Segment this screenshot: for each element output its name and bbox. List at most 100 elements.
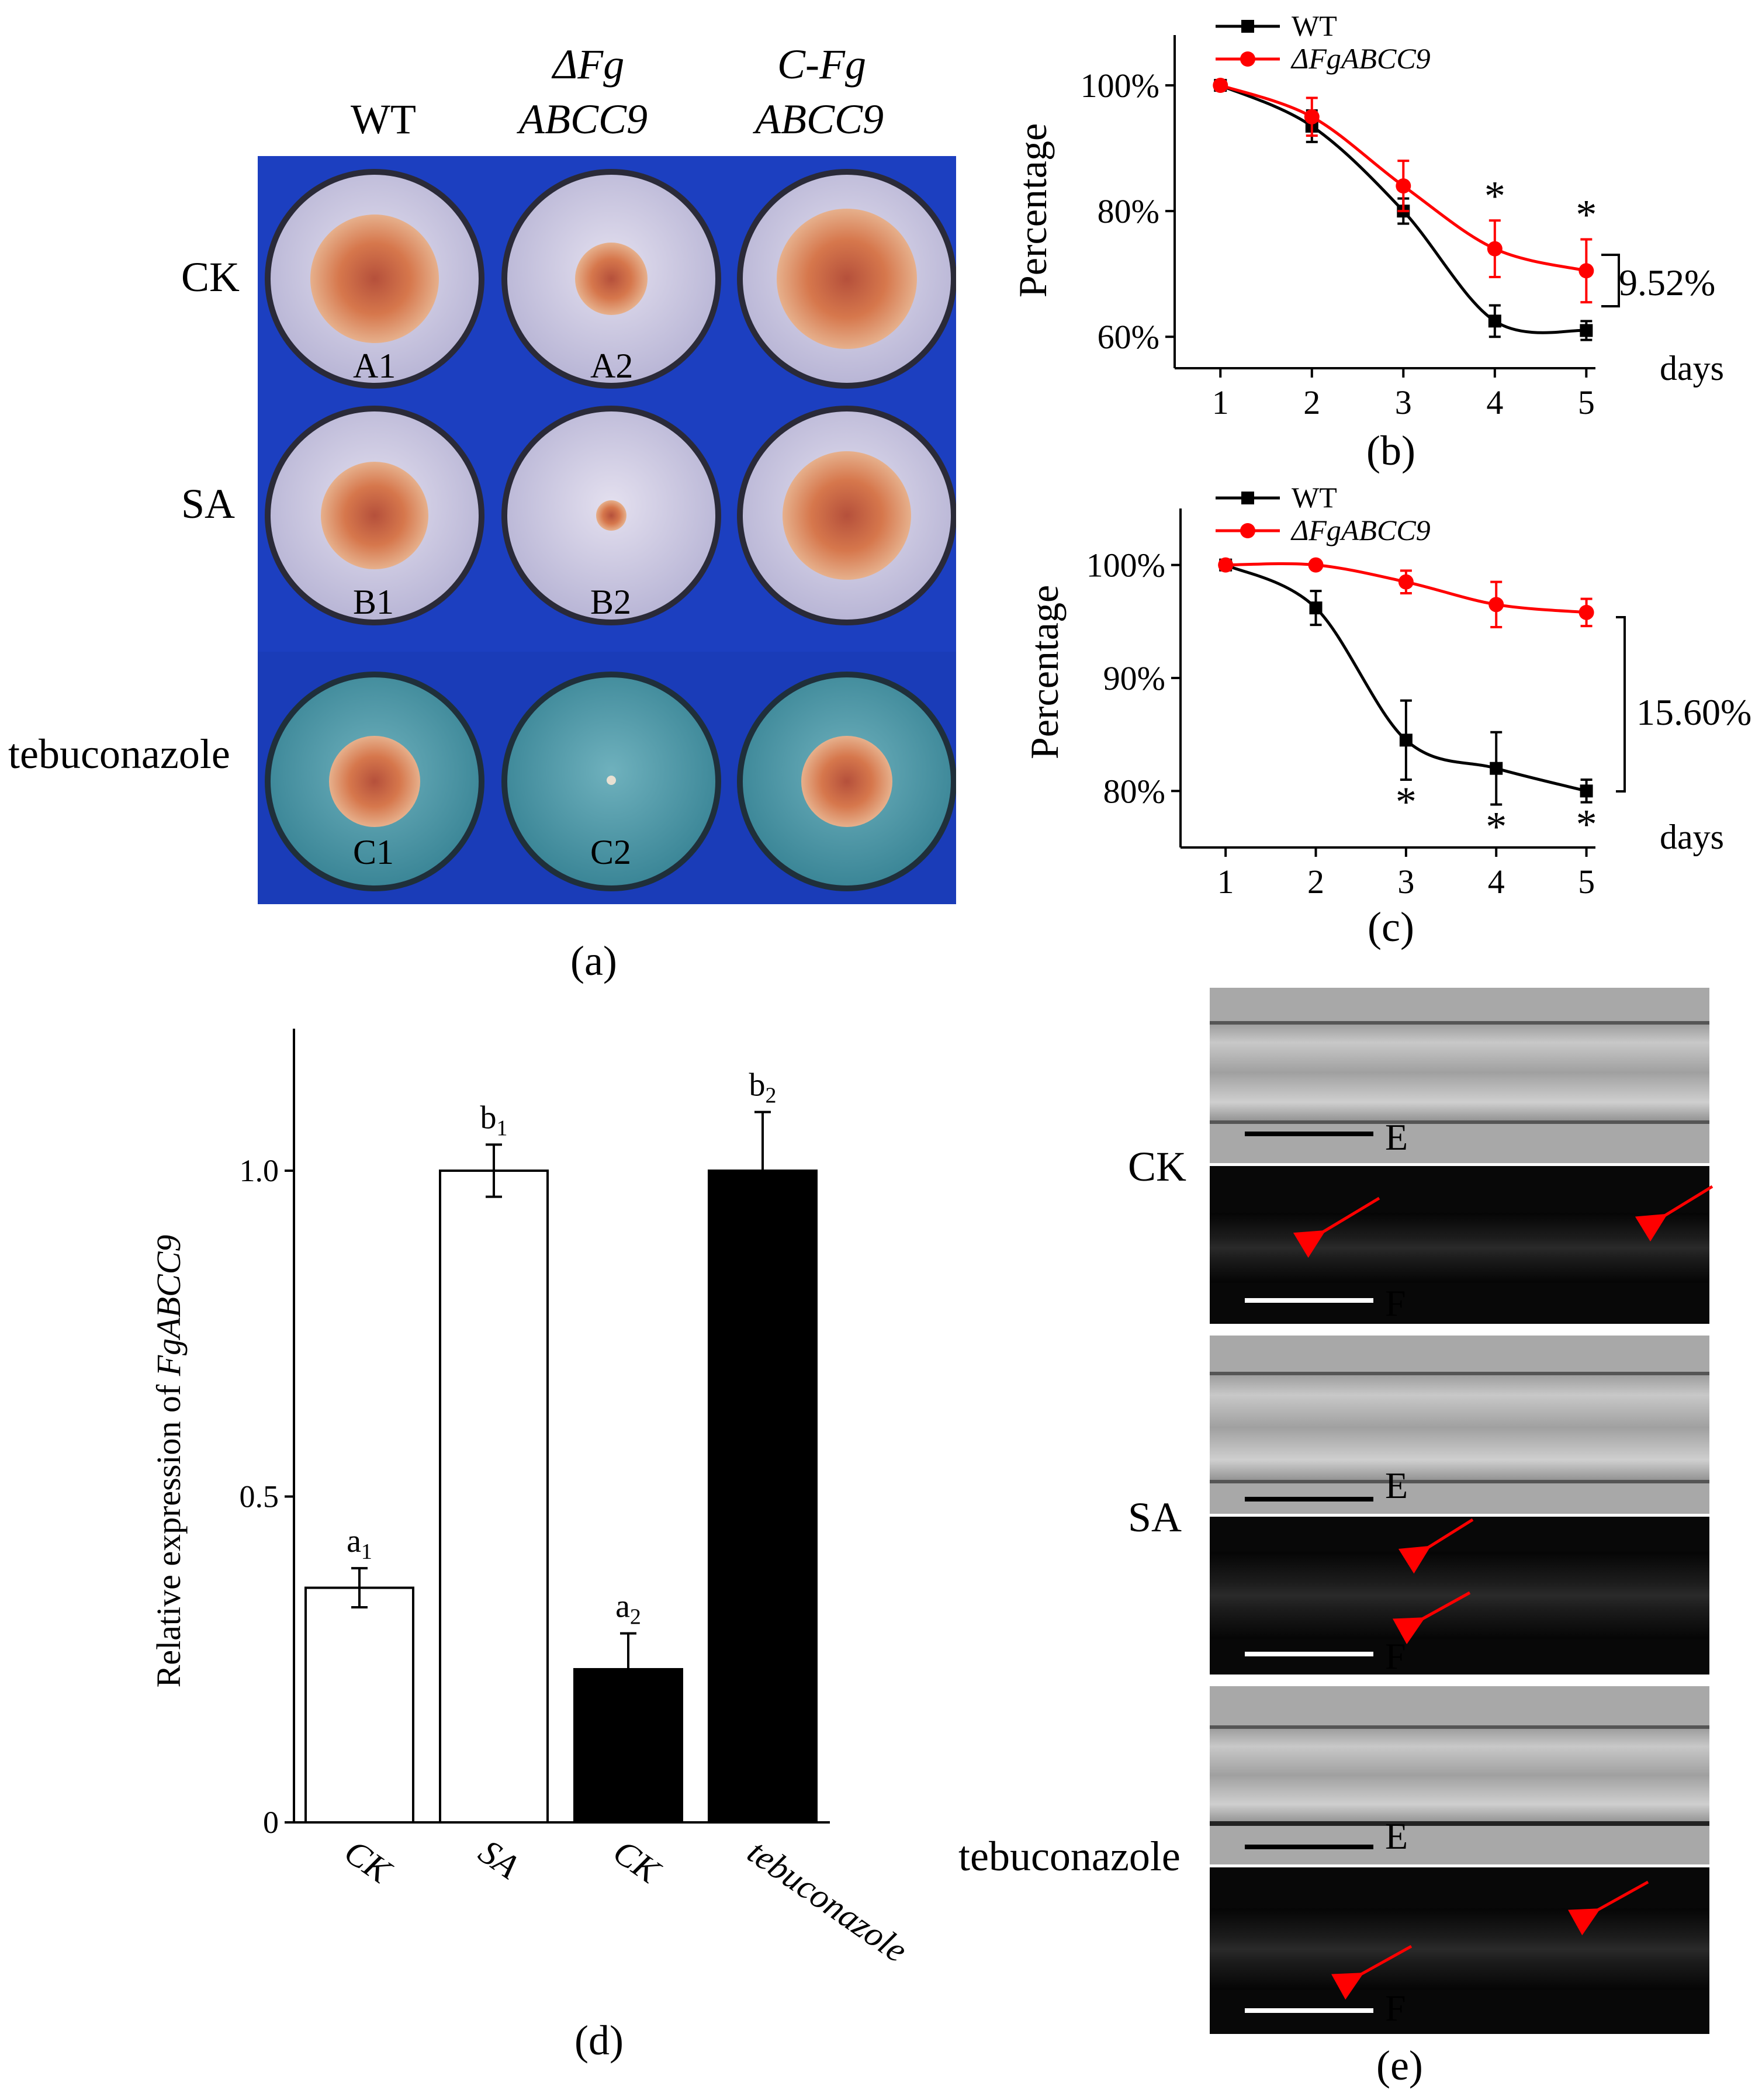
plate-label-b2: B2 (590, 583, 632, 621)
chart-b-bracket (1601, 254, 1620, 307)
chart-d-ytick-label: 1.0 (240, 1153, 279, 1188)
chart-b-point (1487, 241, 1503, 257)
chart-c-point (1399, 734, 1413, 747)
chart-b-ytick-label: 60% (1098, 318, 1159, 356)
arrow-icon (1567, 1880, 1649, 1936)
row-label-sa: SA (181, 480, 236, 527)
chart-d-significance-letter: a1 (347, 1523, 372, 1564)
chart-b-point (1396, 178, 1411, 194)
chart-c-legend-label: WT (1292, 481, 1337, 514)
chart-c-ytick-label: 90% (1103, 659, 1165, 697)
chart-d-significance-letter: a2 (615, 1589, 641, 1630)
arrow-icon (1293, 1196, 1380, 1258)
chart-c-point (1218, 557, 1234, 573)
plate-a3 (737, 169, 956, 389)
chart-b-xtick-label: 3 (1395, 383, 1412, 421)
chart-b-annotation: 9.52% (1619, 262, 1715, 303)
chart-c-legend-label: ΔFgABCC9 (1290, 514, 1431, 546)
chart-d-category-label: CK (338, 1832, 400, 1892)
micrograph-ck-brightfield (1210, 988, 1709, 1163)
chart-b-ytick-label: 100% (1081, 67, 1159, 105)
chart-d-ytick-label: 0.5 (240, 1479, 279, 1514)
chart-d-category-label: CK (607, 1832, 669, 1892)
e-label-ck-e: E (1385, 1116, 1408, 1158)
plate-c1 (265, 672, 484, 891)
arrow-icon (1398, 1518, 1474, 1574)
chart-c-ytick-label: 80% (1103, 772, 1165, 810)
chart-d-ylabel: Relative expression of FgABCC9 (150, 1235, 188, 1688)
chart-c-xtick-label: 5 (1578, 863, 1595, 901)
chart-c-xtick-label: 2 (1307, 863, 1324, 901)
micrograph-tebuconazole-brightfield (1210, 1686, 1709, 1864)
plate-photo (258, 156, 956, 904)
arrow-icon (1392, 1591, 1471, 1645)
e-row-label-sa: SA (1128, 1494, 1182, 1541)
plate-b1 (265, 406, 484, 625)
chart-c-point (1580, 784, 1593, 798)
chart-d-ytick-label: 0 (263, 1805, 279, 1840)
e-label-sa-f: F (1385, 1635, 1406, 1677)
col-header-wt: WT (351, 96, 416, 143)
chart-b-xtick-label: 1 (1212, 383, 1229, 421)
chart-b-ylabel: Percentage (1011, 123, 1055, 297)
plate-label-b1: B1 (353, 583, 394, 621)
plate-label-a1: A1 (353, 347, 396, 385)
chart-b-xlabel: days (1660, 349, 1724, 388)
micrograph-tebuconazole-fluorescence (1210, 1867, 1709, 2034)
chart-d: 0 0.5 1.0 a1 CK b1 SA a2 CK b2 tebuconazole Relati… (150, 1029, 915, 2064)
col-header-complement-line1: C-Fg (777, 41, 866, 88)
e-row-label-tebuconazole: tebuconazole (958, 1833, 1181, 1880)
plate-label-c2: C2 (590, 833, 632, 871)
plate-a2 (501, 169, 721, 389)
chart-c-caption: (c) (1368, 904, 1414, 950)
micrograph-sa-brightfield (1210, 1336, 1709, 1514)
chart-b-xtick-label: 5 (1578, 383, 1595, 421)
chart-c-xtick-label: 3 (1397, 863, 1414, 901)
chart-c-bracket (1616, 616, 1626, 793)
chart-c-significance-star: * (1576, 801, 1597, 848)
chart-b-xtick-label: 2 (1303, 383, 1320, 421)
chart-d-significance-letter: b2 (749, 1067, 777, 1108)
e-row-label-ck: CK (1128, 1143, 1187, 1190)
chart-b-ytick-label: 80% (1098, 192, 1159, 230)
chart-c-point (1490, 762, 1503, 775)
chart-c-annotation: 15.60% (1636, 691, 1751, 733)
col-header-complement-line2: ABCC9 (755, 96, 884, 143)
chart-c-significance-star: * (1396, 779, 1417, 825)
micrograph-sa-fluorescence (1210, 1517, 1709, 1675)
chart-b-point (1304, 109, 1320, 124)
chart-c-point (1398, 574, 1414, 590)
chart-b-point (1488, 314, 1501, 328)
plate-label-a2: A2 (590, 347, 634, 385)
e-label-sa-e: E (1385, 1465, 1408, 1506)
plate-a1 (265, 169, 484, 389)
micrograph-panel (1210, 988, 1713, 2034)
plate-c3 (737, 672, 956, 891)
chart-b-significance-star: * (1484, 172, 1505, 219)
chart-d-bar (439, 1170, 549, 1824)
chart-d-category-label: SA (472, 1832, 527, 1886)
chart-b-point (1213, 78, 1228, 94)
e-label-tebuconazole-f: F (1385, 1987, 1406, 2029)
chart-c-point (1308, 557, 1324, 573)
col-header-deletion-line1: ΔFg (553, 41, 625, 88)
caption-e: (e) (1376, 2042, 1423, 2089)
chart-b-legend-label: WT (1292, 9, 1337, 42)
caption-a: (a) (570, 937, 617, 984)
chart-d-ylabel-gene: FgABCC9 (150, 1235, 188, 1377)
micrograph-ck-fluorescence (1210, 1166, 1713, 1324)
chart-b-legend-label: ΔFgABCC9 (1290, 42, 1431, 75)
row-label-ck: CK (181, 254, 240, 300)
chart-c-legend-marker (1240, 523, 1255, 538)
chart-d-category-label: tebuconazole (741, 1832, 915, 1970)
chart-c-significance-star: * (1486, 804, 1507, 850)
chart-d-bar (708, 1170, 818, 1824)
chart-b-xtick-label: 4 (1486, 383, 1503, 421)
e-label-ck-f: F (1385, 1282, 1406, 1324)
chart-b-legend-marker (1240, 51, 1255, 67)
chart-c-point (1578, 604, 1594, 620)
plate-b2 (501, 406, 721, 625)
chart-c-point (1488, 597, 1504, 613)
